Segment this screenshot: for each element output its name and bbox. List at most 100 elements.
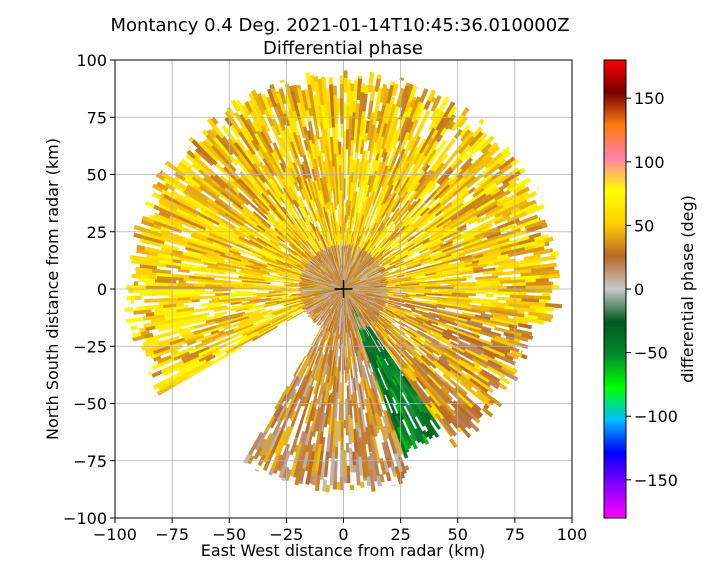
x-tick-label: −75 (155, 525, 189, 544)
sweep-cell (164, 160, 186, 178)
sweep-cell (436, 138, 456, 163)
colorbar-tick-label: −100 (634, 407, 678, 426)
y-tick-label: −100 (63, 509, 107, 528)
sweep-cell (279, 79, 285, 84)
sweep-cell (405, 395, 422, 420)
sweep-cell (251, 89, 259, 99)
sweep-cell (533, 295, 551, 301)
sweep-cell (193, 273, 207, 278)
colorbar-bar (603, 59, 627, 519)
sweep-cell (234, 290, 249, 293)
sweep-cell (280, 242, 290, 250)
sweep-cell (241, 301, 255, 306)
colorbar-label: differential phase (deg) (678, 195, 697, 383)
sweep-cell (478, 118, 485, 125)
sweep-cell (408, 85, 418, 103)
sweep-cell (370, 486, 376, 492)
sweep-cell (376, 216, 391, 237)
sweep-cell (522, 191, 538, 201)
sweep-cell (257, 454, 266, 467)
sweep-cell (518, 199, 537, 211)
sweep-cell (345, 443, 350, 453)
sweep-cell (405, 82, 411, 87)
sweep-cell (392, 290, 407, 293)
sweep-cell (406, 135, 422, 162)
sweep-cell (443, 275, 473, 281)
sweep-cell (235, 99, 250, 121)
sweep-cell (521, 333, 534, 340)
sweep-cell (309, 74, 317, 93)
sweep-cell (550, 250, 559, 257)
sweep-cell (392, 484, 397, 487)
sweep-cell (425, 430, 433, 440)
sweep-cell (256, 92, 268, 111)
sweep-cell (310, 334, 319, 346)
sweep-cell (346, 263, 353, 281)
sweep-cell (275, 220, 295, 240)
sweep-cell (345, 413, 349, 436)
sweep-cell (372, 266, 384, 274)
sweep-cell (420, 433, 430, 445)
sweep-cell (126, 296, 134, 301)
sweep-cell (391, 83, 399, 97)
sweep-cell (499, 376, 511, 385)
sweep-cell (457, 422, 472, 439)
y-tick-label: −50 (73, 395, 107, 414)
sweep-cell (487, 142, 499, 153)
sweep-cell (515, 186, 530, 197)
sweep-cell (133, 224, 150, 234)
sweep-cell (292, 84, 301, 104)
y-tick-label: 100 (76, 51, 107, 70)
y-tick-label: 0 (97, 280, 107, 299)
x-tick-label: 75 (505, 525, 525, 544)
sweep-cell (551, 281, 554, 286)
sweep-cell (444, 114, 457, 130)
sweep-cell (268, 467, 275, 476)
sweep-cell (332, 481, 337, 490)
sweep-cell (336, 482, 341, 490)
sweep-cell (521, 353, 528, 360)
sweep-cell (427, 184, 437, 194)
sweep-cell (363, 249, 366, 252)
sweep-cell (281, 477, 286, 482)
sweep-cell (423, 164, 431, 173)
sweep-cell (550, 306, 554, 312)
sweep-cell (365, 426, 373, 453)
sweep-cell (437, 96, 450, 114)
sweep-cell (416, 438, 422, 444)
sweep-cell (128, 288, 135, 293)
sweep-cell (477, 223, 493, 232)
sweep-cell (124, 307, 134, 313)
sweep-cell (354, 158, 360, 183)
sweep-cell (406, 83, 415, 96)
sweep-cell (296, 84, 302, 90)
sweep-cell (361, 119, 368, 140)
sweep-cell (536, 185, 540, 190)
sweep-cell (511, 282, 527, 287)
sweep-cell (478, 135, 495, 153)
sweep-cell (352, 191, 358, 219)
sweep-cell (542, 320, 545, 325)
sweep-cell (498, 383, 508, 391)
sweep-cell (238, 270, 264, 277)
sweep-cell (214, 311, 228, 317)
sweep-cell (354, 246, 358, 254)
sweep-cell (151, 370, 163, 378)
sweep-cell (142, 338, 159, 347)
sweep-cell (314, 475, 321, 492)
sweep-cell (151, 183, 164, 193)
sweep-cell (439, 198, 465, 219)
sweep-cell (474, 418, 481, 424)
sweep-cell (431, 417, 442, 430)
sweep-cell (307, 210, 315, 224)
sweep-cell (206, 128, 216, 140)
sweep-cell (143, 320, 165, 328)
sweep-cell (384, 238, 397, 251)
radar-sweep (124, 70, 563, 493)
sweep-cell (508, 177, 531, 193)
sweep-cell (522, 288, 536, 293)
sweep-cell (551, 285, 560, 290)
sweep-cell (269, 83, 275, 90)
sweep-cell (371, 260, 380, 267)
